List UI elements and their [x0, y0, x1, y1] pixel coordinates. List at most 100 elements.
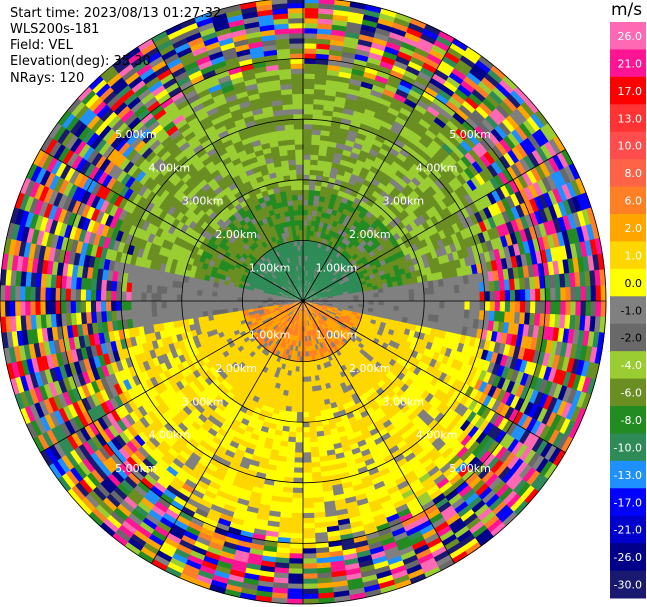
velocity-gate	[386, 485, 400, 496]
velocity-gate	[342, 275, 349, 281]
velocity-gate	[411, 243, 419, 253]
velocity-gate	[594, 269, 601, 288]
velocity-gate	[335, 313, 342, 318]
velocity-gate	[394, 325, 401, 333]
velocity-gate	[461, 408, 473, 421]
velocity-gate	[529, 473, 545, 490]
velocity-gate	[412, 312, 419, 320]
velocity-gate	[313, 323, 317, 330]
velocity-gate	[404, 421, 415, 432]
velocity-gate	[561, 386, 573, 404]
velocity-gate	[314, 280, 320, 286]
velocity-gate	[312, 267, 316, 273]
velocity-gate	[452, 316, 460, 327]
velocity-gate	[434, 222, 444, 233]
velocity-gate	[417, 422, 429, 434]
velocity-gate	[314, 547, 330, 554]
velocity-gate	[381, 313, 389, 320]
velocity-gate	[301, 522, 315, 529]
velocity-gate	[232, 554, 249, 564]
velocity-gate	[393, 17, 412, 29]
velocity-gate	[303, 123, 314, 130]
velocity-gate	[479, 301, 486, 312]
velocity-gate	[421, 165, 433, 177]
velocity-gate	[524, 214, 535, 229]
velocity-gate	[355, 549, 372, 559]
velocity-gate	[310, 370, 315, 377]
velocity-gate	[420, 500, 436, 512]
velocity-gate	[318, 302, 324, 305]
velocity-gate	[356, 132, 368, 141]
velocity-gate	[488, 280, 496, 293]
velocity-gate	[367, 56, 383, 67]
velocity-gate	[478, 282, 485, 293]
velocity-gate	[349, 442, 360, 451]
velocity-gate	[434, 150, 447, 163]
velocity-gate	[331, 328, 338, 334]
velocity-gate	[421, 320, 429, 328]
velocity-gate	[273, 403, 281, 411]
velocity-gate	[529, 212, 540, 228]
velocity-gate	[427, 280, 434, 289]
velocity-gate	[571, 374, 582, 392]
velocity-gate	[475, 348, 484, 360]
velocity-gate	[486, 228, 496, 242]
velocity-gate	[305, 315, 308, 322]
velocity-gate	[323, 398, 331, 406]
velocity-gate	[584, 315, 591, 333]
velocity-gate	[472, 357, 482, 369]
velocity-gate	[418, 137, 432, 149]
velocity-gate	[300, 336, 303, 342]
velocity-gate	[438, 529, 455, 543]
velocity-gate	[542, 366, 553, 382]
velocity-gate	[400, 41, 418, 53]
velocity-gate	[304, 305, 306, 312]
velocity-gate	[538, 424, 551, 442]
velocity-gate	[323, 255, 329, 262]
velocity-gate	[484, 493, 500, 509]
velocity-gate	[502, 322, 510, 335]
velocity-gate	[467, 476, 482, 490]
velocity-gate	[584, 346, 593, 364]
velocity-gate	[420, 33, 438, 46]
velocity-gate	[353, 339, 361, 346]
velocity-gate	[558, 418, 571, 436]
velocity-gate	[303, 245, 307, 251]
velocity-gate	[496, 199, 507, 214]
velocity-gate	[325, 151, 336, 158]
velocity-gate	[358, 297, 364, 302]
velocity-gate	[440, 447, 454, 460]
velocity-gate	[543, 463, 558, 481]
velocity-gate	[510, 206, 521, 221]
velocity-gate	[337, 308, 343, 312]
velocity-gate	[304, 331, 307, 337]
velocity-gate	[474, 84, 491, 100]
velocity-gate	[495, 236, 504, 250]
velocity-gate	[287, 573, 303, 580]
velocity-gate	[339, 271, 346, 277]
velocity-gate	[468, 283, 475, 294]
velocity-gate	[297, 391, 303, 398]
velocity-gate	[313, 93, 326, 101]
velocity-gate	[423, 480, 437, 493]
velocity-gate	[443, 308, 450, 318]
velocity-gate	[318, 3, 336, 10]
velocity-gate	[276, 531, 291, 539]
velocity-gate	[308, 299, 314, 301]
velocity-gate	[494, 483, 510, 499]
velocity-gate	[567, 213, 577, 231]
velocity-gate	[317, 282, 323, 288]
velocity-gate	[311, 129, 322, 136]
velocity-gate	[499, 404, 511, 419]
velocity-gate	[449, 42, 467, 57]
velocity-gate	[308, 288, 313, 294]
velocity-gate	[267, 515, 281, 523]
velocity-gate	[300, 305, 303, 312]
velocity-gate	[306, 235, 311, 241]
velocity-gate	[547, 261, 555, 277]
velocity-gate	[310, 291, 316, 296]
velocity-gate	[359, 330, 367, 337]
velocity-gate	[420, 412, 431, 424]
velocity-gate	[523, 155, 536, 171]
velocity-gate	[460, 207, 471, 220]
